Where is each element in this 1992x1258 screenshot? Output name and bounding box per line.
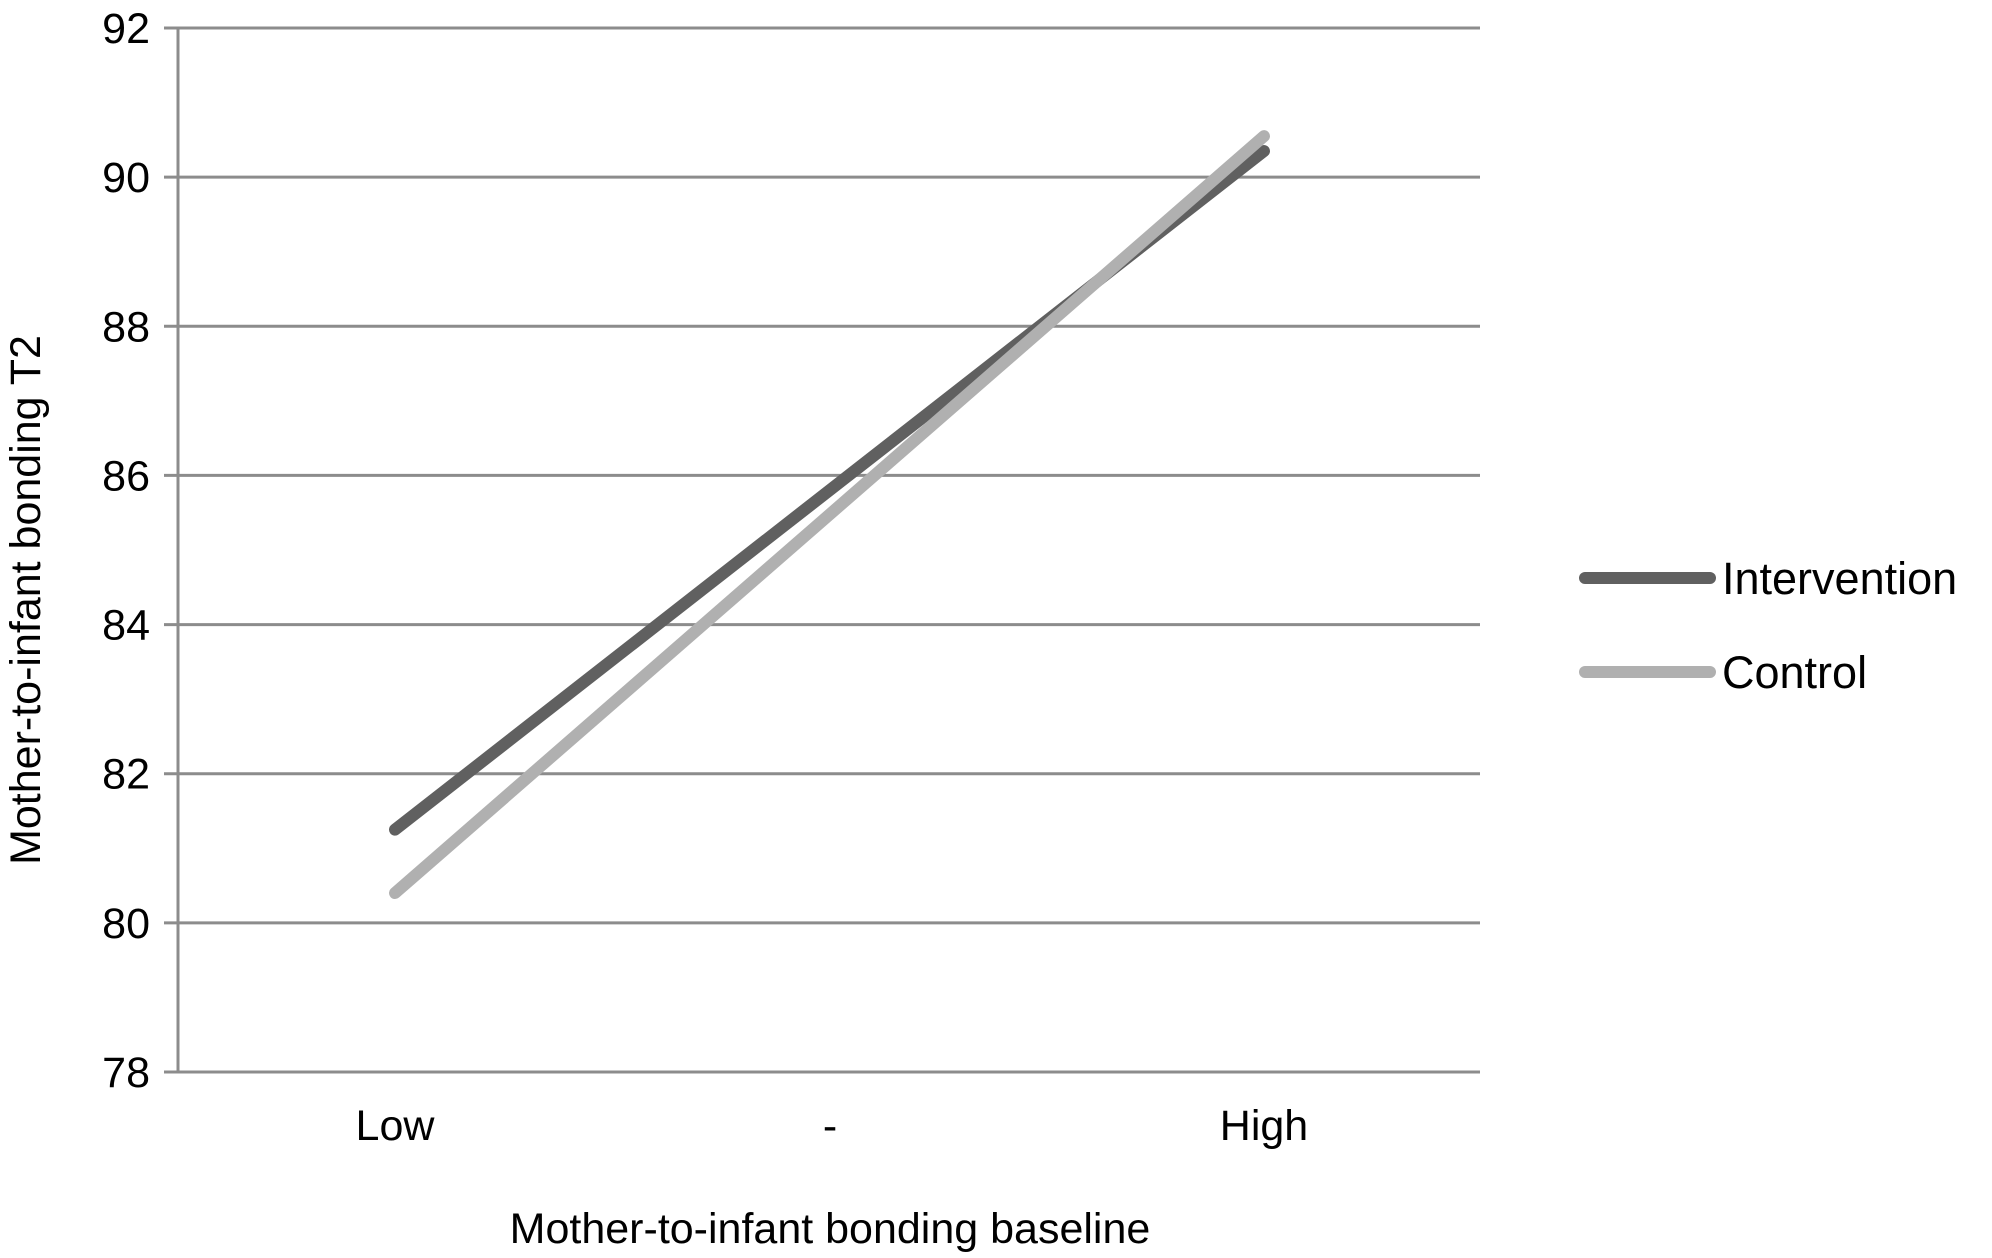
y-tick-label: 80 (102, 900, 150, 948)
y-tick-label: 82 (102, 751, 150, 799)
legend-label-control: Control (1722, 647, 1867, 698)
y-tick-label: 78 (102, 1049, 150, 1097)
x-tick-label: - (823, 1102, 837, 1150)
legend: Intervention Control (1579, 553, 1957, 698)
gridlines (164, 26, 1480, 1074)
y-tick-label: 84 (102, 602, 150, 650)
series-lines (389, 130, 1270, 900)
y-axis-title: Mother-to-infant bonding T2 (2, 335, 50, 865)
y-tick-label: 88 (102, 303, 150, 351)
y-tick-labels: 78 80 82 84 86 88 90 92 (102, 5, 150, 1097)
x-tick-label: Low (356, 1102, 436, 1150)
x-axis-title: Mother-to-infant bonding baseline (510, 1205, 1151, 1253)
axes (176, 28, 1480, 1074)
y-tick-label: 86 (102, 452, 150, 500)
x-tick-label: High (1220, 1102, 1308, 1150)
series-line-control (389, 130, 1270, 900)
y-tick-label: 92 (102, 5, 150, 53)
x-tick-labels: Low - High (356, 1102, 1309, 1150)
y-tick-label: 90 (102, 154, 150, 202)
legend-label-intervention: Intervention (1722, 553, 1957, 604)
